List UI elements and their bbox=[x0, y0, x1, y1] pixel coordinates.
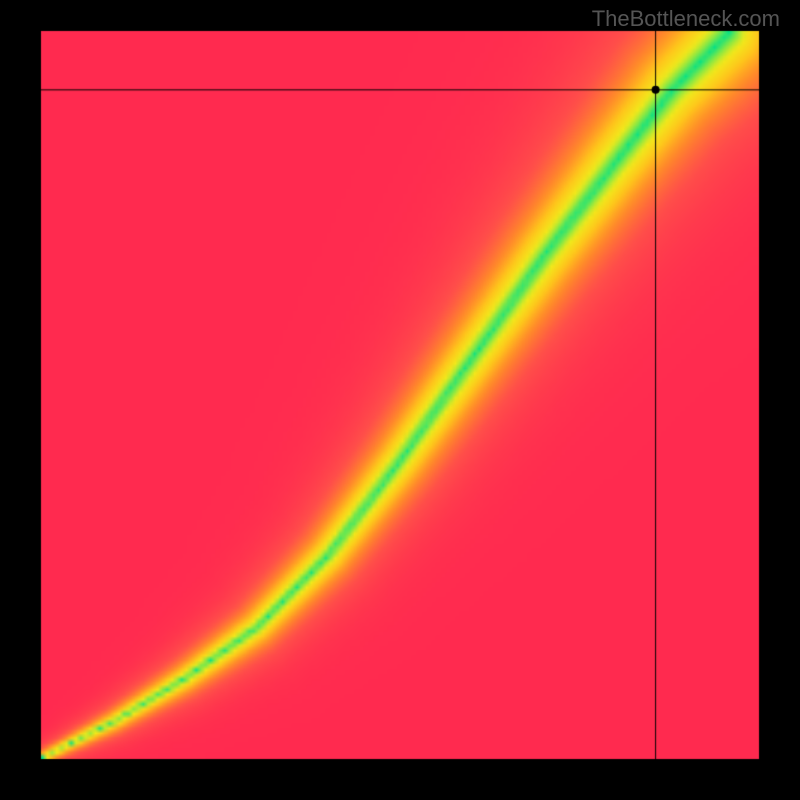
watermark-text: TheBottleneck.com bbox=[592, 6, 780, 32]
bottleneck-heatmap bbox=[0, 0, 800, 800]
chart-container: TheBottleneck.com bbox=[0, 0, 800, 800]
